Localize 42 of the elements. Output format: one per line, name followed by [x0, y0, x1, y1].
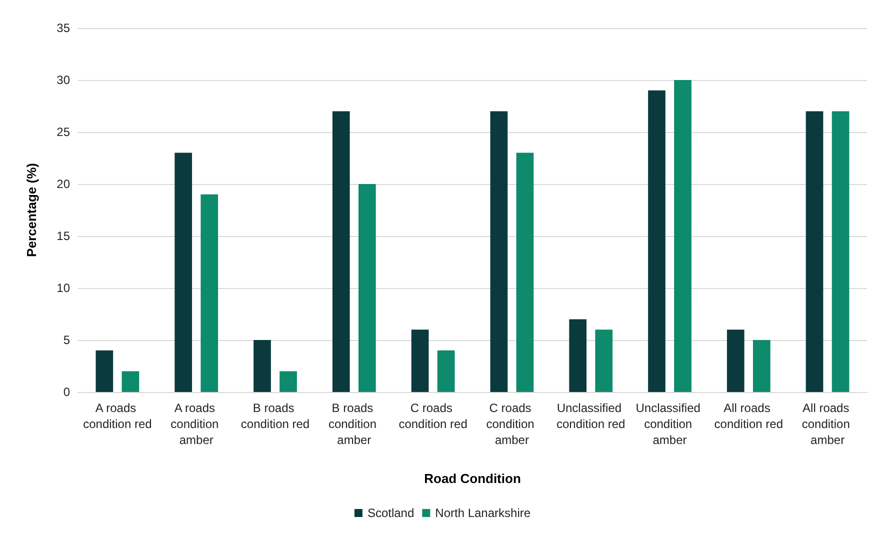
y-tick-label: 30 [56, 73, 70, 87]
y-tick-label: 25 [56, 125, 70, 139]
bar [411, 330, 429, 392]
bar [516, 152, 534, 392]
bar [358, 184, 376, 392]
x-tick-label: All roads condition amber [802, 401, 854, 447]
bar [96, 350, 114, 392]
y-tick-label: 20 [56, 177, 70, 191]
bar [674, 80, 692, 392]
y-tick-label: 35 [56, 21, 70, 35]
x-tick-label: All roads condition red [714, 401, 784, 431]
bar [595, 330, 613, 392]
x-tick-label: A roads condition red [83, 401, 152, 431]
y-axis-title: Percentage (%) [24, 163, 39, 257]
bar [254, 340, 271, 392]
y-tick-label: 0 [63, 385, 70, 399]
x-tick-label: C roads condition amber [486, 401, 538, 447]
bar [280, 371, 297, 392]
bar [200, 194, 218, 392]
x-axis-title: Road Condition [424, 471, 521, 486]
bar [806, 111, 824, 392]
y-tick-label: 5 [63, 333, 70, 347]
x-tick-label: C roads condition red [398, 401, 468, 431]
y-tick-label: 15 [56, 229, 70, 243]
bar [726, 330, 744, 392]
bar [332, 111, 350, 392]
bar [569, 319, 587, 392]
bar [174, 152, 192, 392]
bar [752, 340, 770, 392]
legend-label: North Lanarkshire [435, 506, 531, 520]
x-tick-label: Unclassified condition amber [636, 401, 704, 447]
bar [490, 111, 508, 392]
bar [648, 90, 666, 392]
bar [122, 371, 140, 392]
legend-label: Scotland [367, 506, 414, 520]
bar [832, 111, 850, 392]
bar [437, 350, 455, 392]
x-tick-label: B roads condition red [240, 401, 310, 431]
x-tick-label: B roads condition amber [328, 401, 380, 447]
x-tick-label: Unclassified condition red [556, 401, 626, 431]
x-tick-label: A roads condition amber [170, 401, 222, 447]
y-tick-label: 10 [56, 281, 70, 295]
